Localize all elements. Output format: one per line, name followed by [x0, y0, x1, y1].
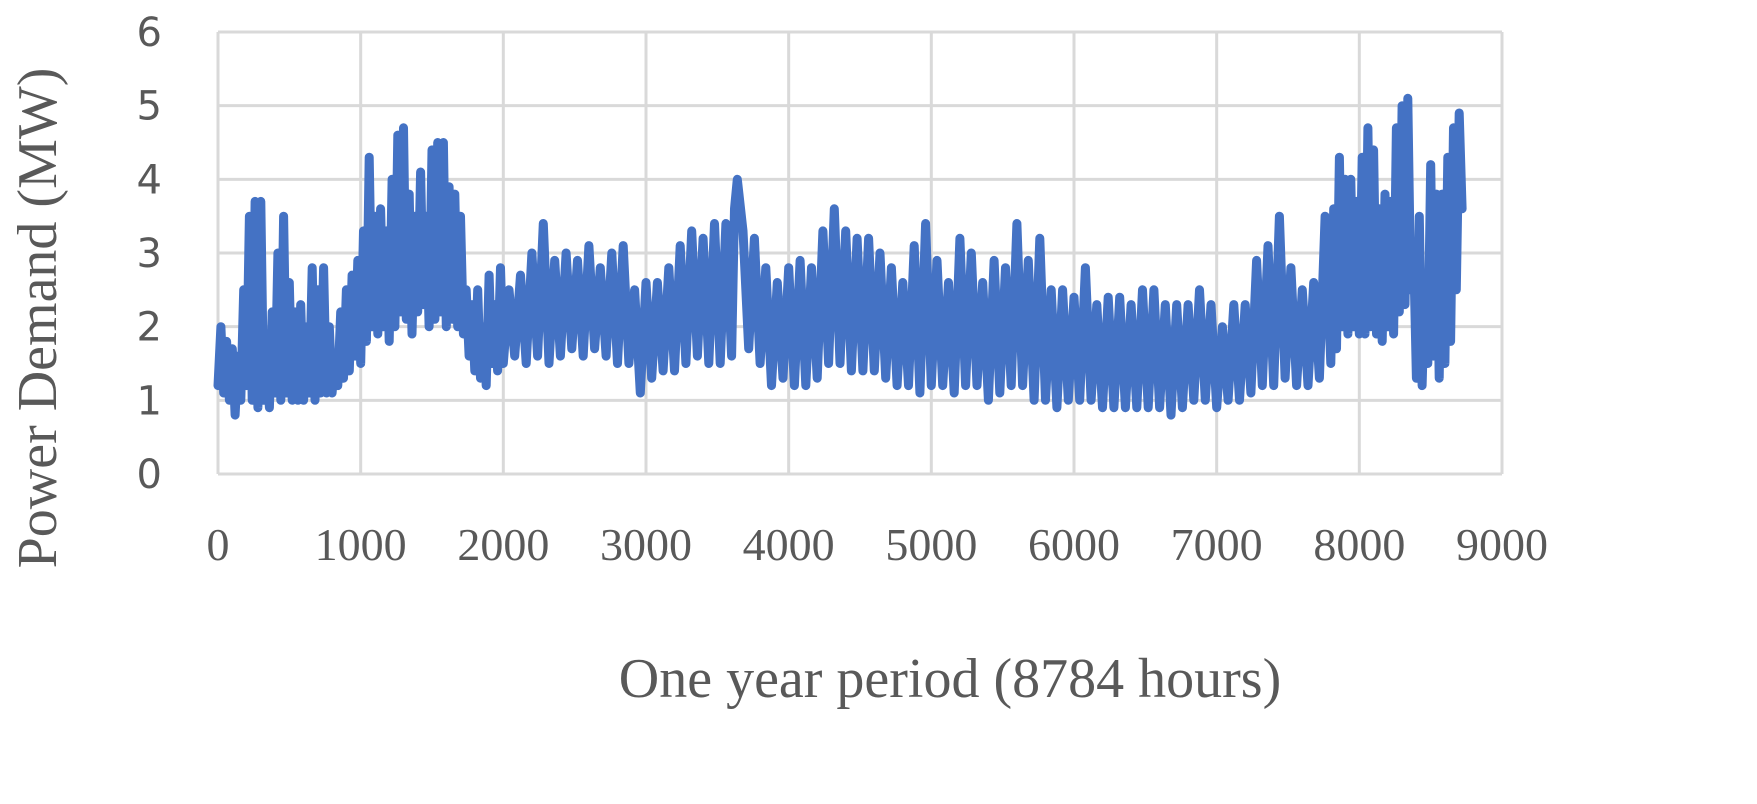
y-tick-label: 4 [137, 157, 162, 203]
y-axis-tick-labels: 0 1 2 3 4 5 6 [137, 10, 162, 498]
power-demand-line [213, 93, 1467, 420]
x-tick-label: 8000 [1313, 519, 1405, 570]
y-tick-label: 3 [137, 231, 162, 277]
x-axis-title: One year period (8784 hours) [619, 648, 1281, 710]
y-tick-label: 2 [137, 305, 162, 351]
x-tick-label: 1000 [315, 519, 407, 570]
x-tick-label: 0 [207, 519, 230, 570]
y-axis-title: Power Demand (MW) [7, 68, 69, 569]
y-tick-label: 6 [137, 10, 162, 56]
x-tick-label: 3000 [600, 519, 692, 570]
x-tick-label: 4000 [743, 519, 835, 570]
y-tick-label: 5 [137, 84, 162, 130]
x-axis-tick-labels: 0 1000 2000 3000 4000 5000 6000 7000 8000 9000 [207, 519, 1549, 570]
series-power-demand [213, 93, 1467, 420]
x-tick-label: 7000 [1171, 519, 1263, 570]
x-tick-label: 2000 [457, 519, 549, 570]
x-tick-label: 9000 [1456, 519, 1548, 570]
y-tick-label: 1 [137, 378, 162, 424]
x-tick-label: 6000 [1028, 519, 1120, 570]
y-tick-label: 0 [137, 452, 162, 498]
x-tick-label: 5000 [885, 519, 977, 570]
